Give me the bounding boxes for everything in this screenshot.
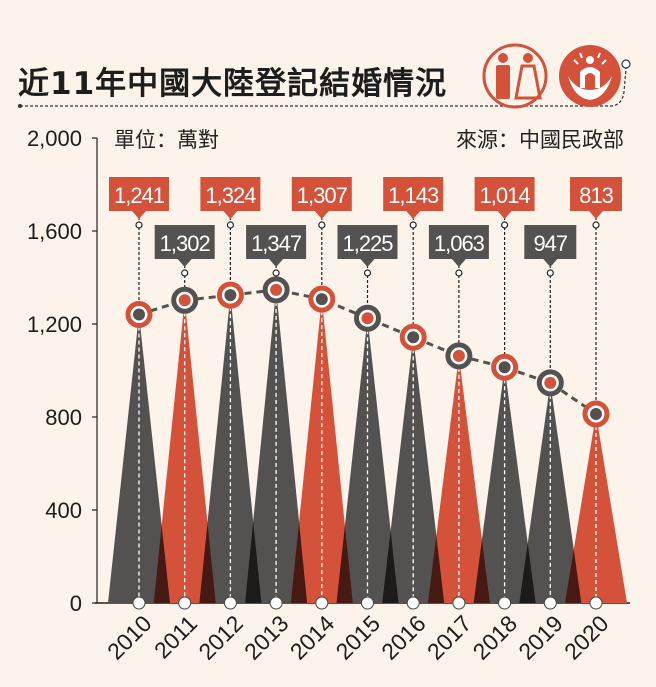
leader-dot (592, 221, 600, 229)
x-tick-dot (361, 596, 374, 610)
value-label-box (337, 225, 398, 259)
value-label-pointer (406, 211, 421, 219)
data-point-center (178, 294, 191, 307)
x-tick-label: 2015 (330, 610, 385, 665)
value-label: 1,324 (205, 183, 256, 208)
value-label: 1,241 (114, 183, 165, 208)
x-tick-label: 2020 (559, 610, 614, 665)
x-tick-dot (178, 596, 192, 610)
y-tick-label: 2,000 (27, 126, 82, 151)
x-tick-dot (452, 596, 466, 610)
value-label-box (200, 177, 261, 211)
value-label: 947 (533, 231, 567, 256)
value-label-box (154, 225, 215, 259)
x-tick-label: 2019 (513, 610, 568, 665)
value-label-pointer (497, 211, 512, 219)
x-tick-label: 2010 (102, 610, 157, 665)
x-tick-dot (132, 596, 146, 610)
value-label-box (524, 225, 577, 259)
spike-bar-2010 (108, 314, 170, 603)
value-label-pointer (269, 259, 284, 267)
x-tick-label: 2013 (239, 610, 294, 665)
value-label: 1,307 (297, 183, 348, 208)
x-tick-label: 2012 (193, 610, 248, 665)
x-tick-dot (406, 596, 420, 610)
data-point-center (361, 312, 374, 325)
spike-bar-2011 (153, 300, 216, 603)
y-tick-label: 0 (70, 591, 82, 616)
value-label-box (291, 177, 352, 211)
data-point-center (224, 289, 237, 302)
y-tick-label: 400 (45, 498, 82, 523)
value-label: 1,302 (160, 231, 211, 256)
leader-dot (363, 269, 372, 277)
value-label-box (109, 177, 169, 211)
leader-dot (272, 269, 280, 277)
value-label: 813 (579, 183, 613, 208)
leader-dot (181, 269, 189, 277)
x-tick-label: 2016 (376, 610, 431, 665)
value-label: 1,225 (342, 231, 393, 256)
value-label: 1,063 (434, 231, 485, 256)
spike-bar-2013 (245, 289, 308, 603)
spike-bar-2015 (336, 318, 399, 603)
x-tick-label: 2017 (422, 610, 477, 665)
leader-dot (546, 269, 554, 277)
spike-bar-2014 (290, 299, 353, 603)
data-point-center (315, 293, 328, 306)
x-tick-dot (589, 596, 603, 610)
value-label-pointer (360, 259, 375, 267)
value-label-pointer (543, 259, 558, 267)
x-tick-dot (269, 596, 283, 610)
leader-dot (409, 221, 417, 229)
data-point-center (498, 361, 511, 374)
data-point-center (590, 407, 602, 420)
value-label: 1,347 (251, 231, 302, 256)
data-point-center (133, 308, 145, 321)
leader-dot (455, 269, 463, 277)
spike-bar-2020 (565, 413, 627, 603)
x-tick-dot (223, 596, 237, 610)
value-label: 1,143 (388, 183, 439, 208)
value-label-pointer (314, 211, 329, 219)
data-point-center (452, 349, 465, 362)
value-label-box (428, 225, 489, 259)
x-tick-dot (498, 596, 512, 610)
x-tick-dot (543, 596, 557, 610)
value-label-box (383, 177, 444, 211)
unit-label: 單位：萬對 (114, 128, 219, 152)
leader-dot (135, 221, 143, 229)
value-label-pointer (589, 211, 603, 219)
source-label: 來源：中國民政部 (456, 128, 624, 152)
civil-affairs-logo-icon (559, 45, 621, 107)
leader-dot (501, 221, 509, 229)
value-label-pointer (177, 259, 192, 267)
x-tick-label: 2011 (149, 610, 202, 663)
x-tick-dot (315, 596, 329, 610)
y-tick-label: 1,600 (27, 219, 82, 244)
value-label-pointer (132, 211, 146, 219)
y-axis: 0 400 800 1,200 1,600 2,000 (27, 126, 630, 616)
data-point-center (407, 331, 420, 344)
spike-bar-2017 (427, 355, 490, 603)
data-point-center (270, 283, 283, 296)
value-label-box (570, 177, 622, 211)
trend-line (138, 288, 597, 416)
value-label-box (474, 177, 535, 211)
chart-title: 近11年中國大陸登記結婚情況 (18, 66, 448, 102)
value-label: 1,014 (480, 183, 531, 208)
value-label-pointer (223, 211, 238, 219)
value-label-pointer (451, 259, 466, 267)
x-tick-label: 2018 (468, 610, 523, 665)
wedding-couple-icon (482, 43, 548, 109)
leader-dot (318, 221, 326, 229)
y-tick-label: 1,200 (27, 312, 82, 337)
x-tick-label: 2014 (285, 610, 340, 665)
title-decoration (18, 59, 631, 108)
leader-dot (226, 221, 234, 229)
y-tick-label: 800 (45, 405, 82, 430)
value-label-box (246, 225, 307, 259)
data-point-center (544, 376, 557, 389)
